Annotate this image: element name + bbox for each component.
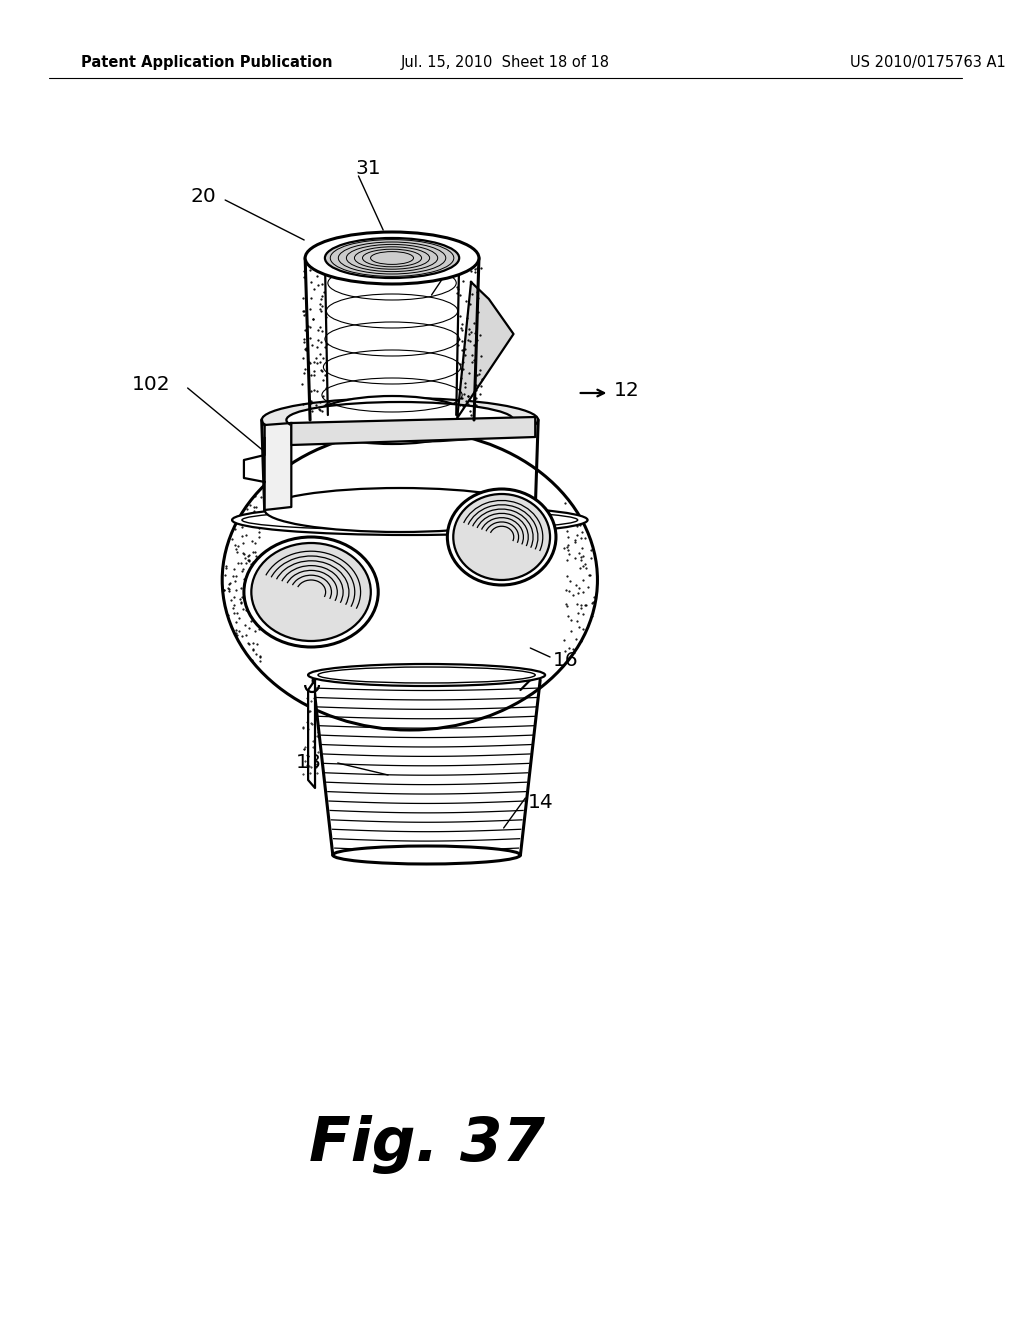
Text: 12: 12 xyxy=(614,380,640,400)
Ellipse shape xyxy=(454,494,550,579)
Ellipse shape xyxy=(287,403,513,438)
Text: 31: 31 xyxy=(355,158,381,177)
Ellipse shape xyxy=(232,506,588,535)
Ellipse shape xyxy=(305,232,479,284)
Ellipse shape xyxy=(447,488,556,585)
Ellipse shape xyxy=(325,238,459,279)
Text: 29: 29 xyxy=(451,253,476,272)
Text: 14: 14 xyxy=(527,792,553,812)
Ellipse shape xyxy=(264,488,536,532)
Polygon shape xyxy=(291,417,536,445)
Ellipse shape xyxy=(251,543,371,642)
Text: Jul. 15, 2010  Sheet 18 of 18: Jul. 15, 2010 Sheet 18 of 18 xyxy=(401,54,610,70)
Text: Patent Application Publication: Patent Application Publication xyxy=(81,54,333,70)
Text: 20: 20 xyxy=(190,186,216,206)
Polygon shape xyxy=(264,422,291,510)
Ellipse shape xyxy=(310,396,474,444)
Ellipse shape xyxy=(308,664,545,686)
Text: 16: 16 xyxy=(553,651,579,669)
Polygon shape xyxy=(458,282,513,418)
Text: US 2010/0175763 A1: US 2010/0175763 A1 xyxy=(850,54,1007,70)
Polygon shape xyxy=(308,680,315,788)
Ellipse shape xyxy=(262,399,539,442)
Text: Fig. 37: Fig. 37 xyxy=(308,1115,545,1175)
Text: 18: 18 xyxy=(296,754,322,772)
Ellipse shape xyxy=(333,846,520,865)
Ellipse shape xyxy=(244,537,378,647)
Ellipse shape xyxy=(222,430,597,730)
Text: 102: 102 xyxy=(131,375,170,395)
